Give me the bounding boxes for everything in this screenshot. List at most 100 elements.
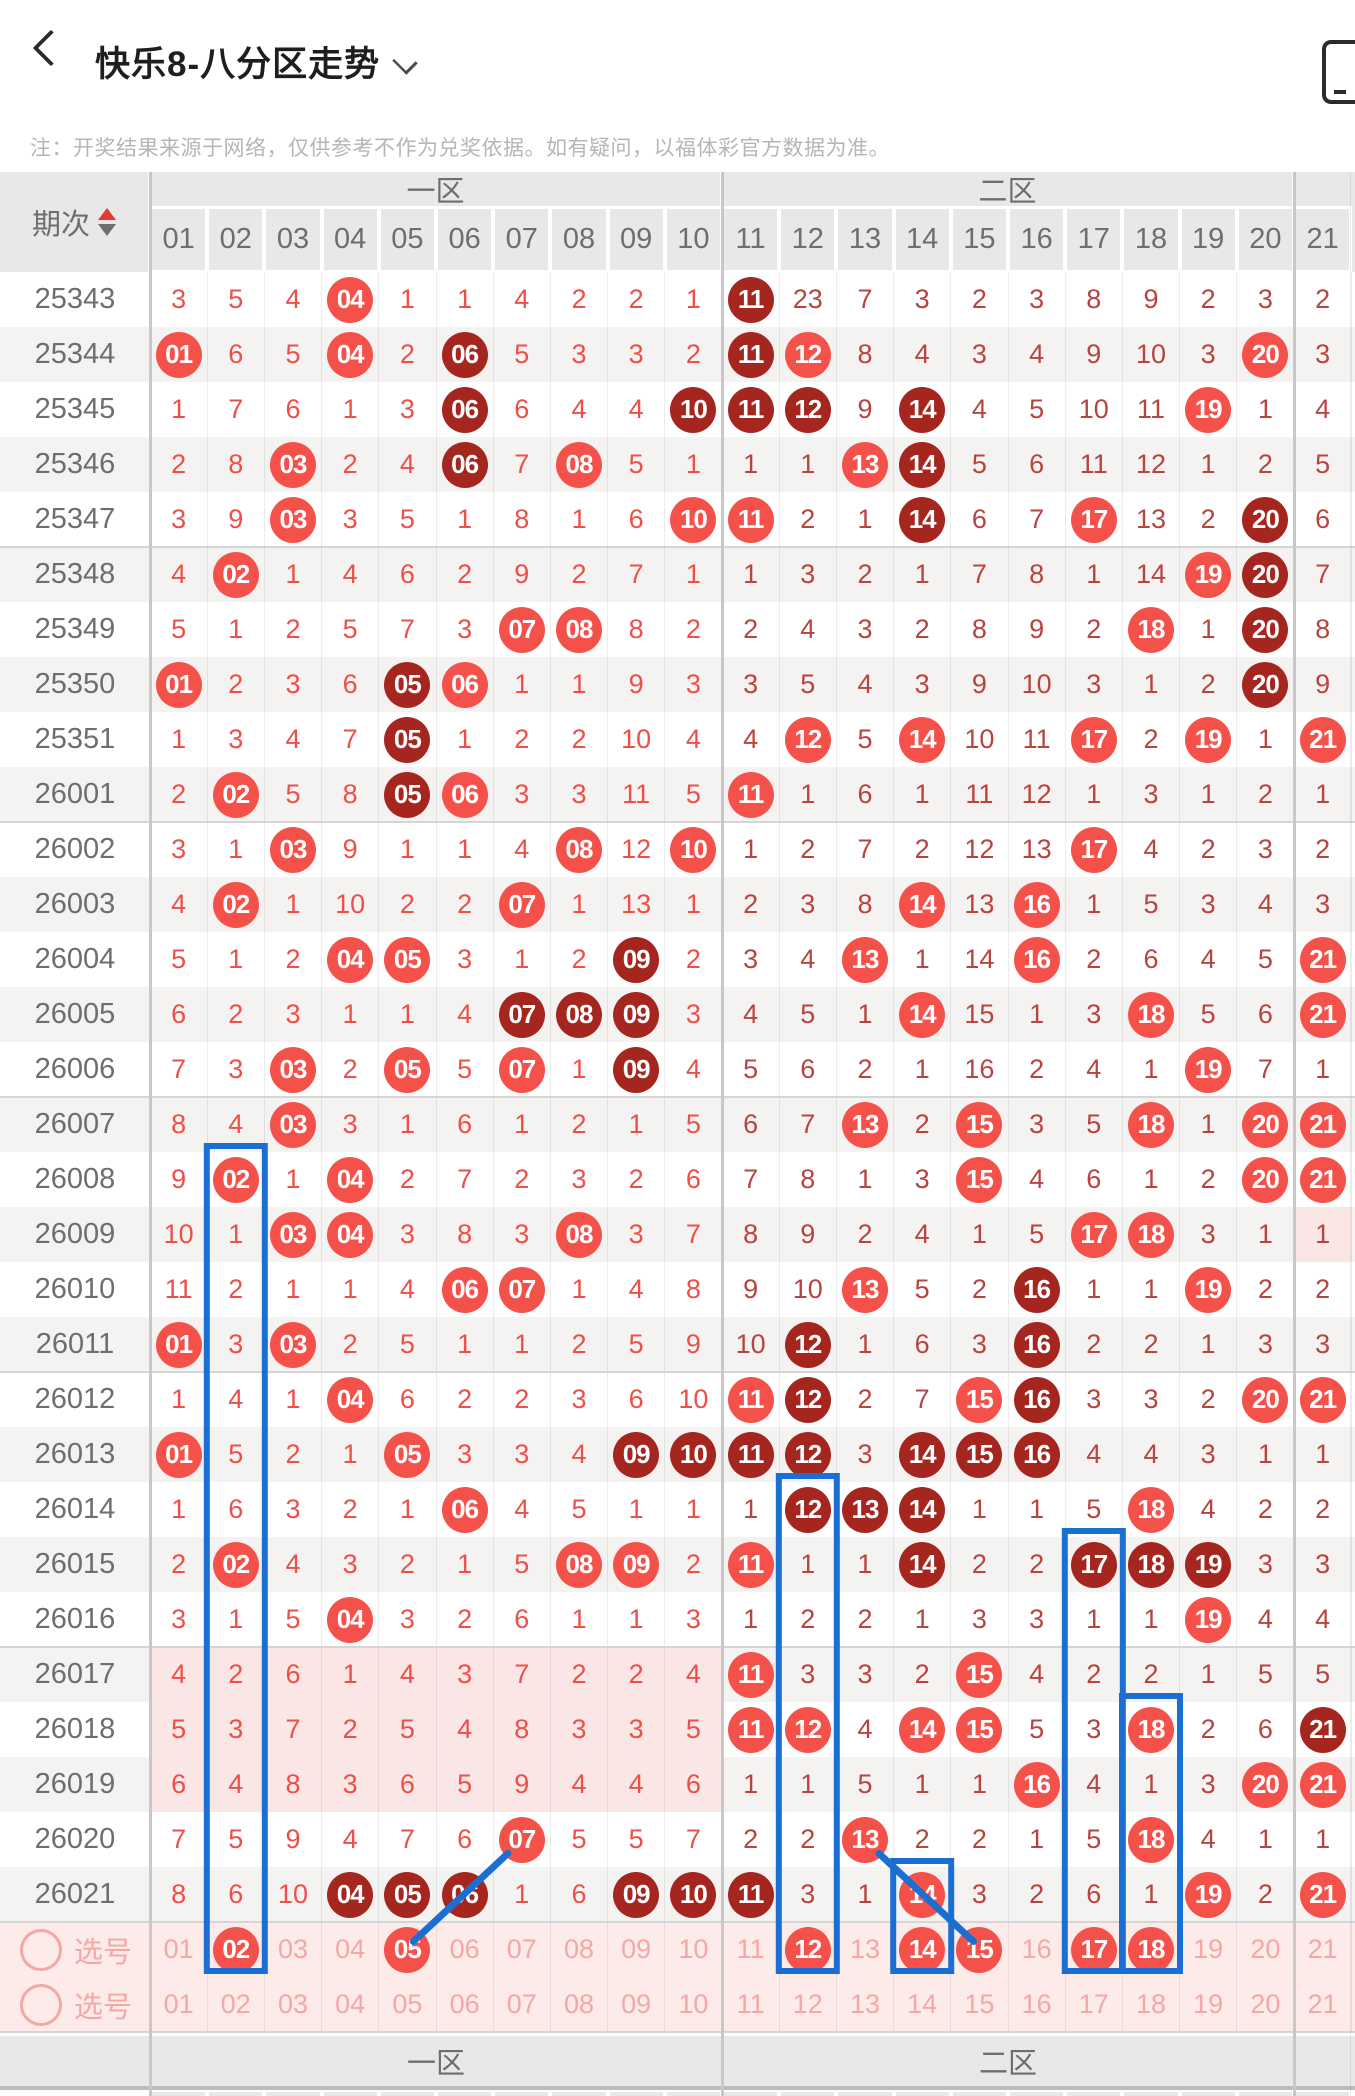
cell-26010-09[interactable]: 4 <box>608 1262 665 1317</box>
cell-26021-05[interactable]: 05 <box>379 1867 436 1922</box>
cell-26007-12[interactable]: 7 <box>779 1097 836 1152</box>
pick-cell-08[interactable]: 08 <box>550 1977 607 2032</box>
cell-26014-06[interactable]: 06 <box>436 1482 493 1537</box>
cell-26019-01[interactable]: 6 <box>150 1757 207 1812</box>
cell-26019-02[interactable]: 4 <box>207 1757 264 1812</box>
cell-26011-18[interactable]: 2 <box>1122 1317 1179 1372</box>
cell-26008-05[interactable]: 2 <box>379 1152 436 1207</box>
cell-25347-18[interactable]: 13 <box>1122 492 1179 547</box>
cell-26020-14[interactable]: 2 <box>894 1812 951 1867</box>
cell-26018-11[interactable]: 11 <box>722 1702 779 1757</box>
cell-26004-07[interactable]: 1 <box>493 932 550 987</box>
cell-26014-18[interactable]: 18 <box>1122 1482 1179 1537</box>
cell-25348-18[interactable]: 14 <box>1122 547 1179 602</box>
cell-26016-19[interactable]: 19 <box>1180 1592 1237 1647</box>
cell-26003-03[interactable]: 1 <box>264 877 321 932</box>
cell-26014-10[interactable]: 1 <box>665 1482 722 1537</box>
cell-26001-12[interactable]: 1 <box>779 767 836 822</box>
cell-25347-06[interactable]: 1 <box>436 492 493 547</box>
cell-25345-06[interactable]: 06 <box>436 382 493 437</box>
cell-26007-19[interactable]: 1 <box>1180 1097 1237 1152</box>
cell-26010-11[interactable]: 9 <box>722 1262 779 1317</box>
pick-cell-19[interactable]: 19 <box>1180 1922 1237 1977</box>
cell-25343-20[interactable]: 3 <box>1237 272 1294 327</box>
select-circle-icon[interactable] <box>20 1928 62 1971</box>
pick-cell-11[interactable]: 11 <box>722 1922 779 1977</box>
cell-26012-13[interactable]: 2 <box>836 1372 893 1427</box>
cell-26011-10[interactable]: 9 <box>665 1317 722 1372</box>
cell-25347-03[interactable]: 03 <box>264 492 321 547</box>
cell-26018-19[interactable]: 2 <box>1180 1702 1237 1757</box>
pick-cell-02[interactable]: 02 <box>207 1922 264 1977</box>
cell-26002-04[interactable]: 9 <box>322 822 379 877</box>
cell-26001-14[interactable]: 1 <box>894 767 951 822</box>
cell-26011-15[interactable]: 3 <box>951 1317 1008 1372</box>
cell-26003-17[interactable]: 1 <box>1065 877 1122 932</box>
cell-26015-02[interactable]: 02 <box>207 1537 264 1592</box>
cell-25345-02[interactable]: 7 <box>207 382 264 437</box>
cell-26021-18[interactable]: 1 <box>1122 1867 1179 1922</box>
cell-25344-10[interactable]: 2 <box>665 327 722 382</box>
cell-26001-10[interactable]: 5 <box>665 767 722 822</box>
cell-26008-01[interactable]: 9 <box>150 1152 207 1207</box>
cell-26010-07[interactable]: 07 <box>493 1262 550 1317</box>
cell-25347-10[interactable]: 10 <box>665 492 722 547</box>
column-header-14[interactable]: 14 <box>895 209 949 270</box>
cell-26002-19[interactable]: 2 <box>1180 822 1237 877</box>
cell-26010-16[interactable]: 16 <box>1008 1262 1065 1317</box>
cell-25350-15[interactable]: 9 <box>951 657 1008 712</box>
cell-26007-08[interactable]: 2 <box>550 1097 607 1152</box>
cell-25349-17[interactable]: 2 <box>1065 602 1122 657</box>
cell-26013-18[interactable]: 4 <box>1122 1427 1179 1482</box>
cell-26003-13[interactable]: 8 <box>836 877 893 932</box>
cell-25344-17[interactable]: 9 <box>1065 327 1122 382</box>
cell-25350-13[interactable]: 4 <box>836 657 893 712</box>
cell-25351-14[interactable]: 14 <box>894 712 951 767</box>
cell-25343-08[interactable]: 2 <box>550 272 607 327</box>
pick-cell-06[interactable]: 06 <box>436 1922 493 1977</box>
cell-26018-06[interactable]: 4 <box>436 1702 493 1757</box>
cell-25344-21[interactable]: 3 <box>1294 327 1351 382</box>
cell-26020-19[interactable]: 4 <box>1180 1812 1237 1867</box>
pick-cell-18[interactable]: 18 <box>1122 1977 1179 2032</box>
cell-25345-16[interactable]: 5 <box>1008 382 1065 437</box>
cell-26001-20[interactable]: 2 <box>1237 767 1294 822</box>
cell-26020-09[interactable]: 5 <box>608 1812 665 1867</box>
cell-26015-08[interactable]: 08 <box>550 1537 607 1592</box>
cell-26004-11[interactable]: 3 <box>722 932 779 987</box>
cell-26008-07[interactable]: 2 <box>493 1152 550 1207</box>
column-header-16[interactable]: 16 <box>1010 209 1064 270</box>
cell-26021-04[interactable]: 04 <box>322 1867 379 1922</box>
cell-26008-15[interactable]: 15 <box>951 1152 1008 1207</box>
cell-26003-07[interactable]: 07 <box>493 877 550 932</box>
cell-26009-04[interactable]: 04 <box>322 1207 379 1262</box>
cell-26017-16[interactable]: 4 <box>1008 1647 1065 1702</box>
cell-26007-15[interactable]: 15 <box>951 1097 1008 1152</box>
cell-25346-13[interactable]: 13 <box>836 437 893 492</box>
cell-26013-21[interactable]: 1 <box>1294 1427 1351 1482</box>
cell-25343-12[interactable]: 23 <box>779 272 836 327</box>
cell-26018-10[interactable]: 5 <box>665 1702 722 1757</box>
cell-26004-15[interactable]: 14 <box>951 932 1008 987</box>
cell-25351-03[interactable]: 4 <box>264 712 321 767</box>
cell-25350-18[interactable]: 1 <box>1122 657 1179 712</box>
cell-25344-01[interactable]: 01 <box>150 327 207 382</box>
cell-26016-15[interactable]: 3 <box>951 1592 1008 1647</box>
column-header-05[interactable]: 05 <box>380 209 434 270</box>
cell-25351-04[interactable]: 7 <box>322 712 379 767</box>
cell-26014-11[interactable]: 1 <box>722 1482 779 1537</box>
cell-25348-20[interactable]: 20 <box>1237 547 1294 602</box>
cell-26014-19[interactable]: 4 <box>1180 1482 1237 1537</box>
cell-26010-02[interactable]: 2 <box>207 1262 264 1317</box>
sort-up-down-icon[interactable] <box>98 208 116 236</box>
cell-26013-09[interactable]: 09 <box>608 1427 665 1482</box>
cell-25343-02[interactable]: 5 <box>207 272 264 327</box>
cell-26021-20[interactable]: 2 <box>1237 1867 1294 1922</box>
cell-26015-21[interactable]: 3 <box>1294 1537 1351 1592</box>
cell-26020-02[interactable]: 5 <box>207 1812 264 1867</box>
cell-25347-11[interactable]: 11 <box>722 492 779 547</box>
cell-26001-08[interactable]: 3 <box>550 767 607 822</box>
cell-26005-06[interactable]: 4 <box>436 987 493 1042</box>
cell-26010-12[interactable]: 10 <box>779 1262 836 1317</box>
cell-25351-08[interactable]: 2 <box>550 712 607 767</box>
